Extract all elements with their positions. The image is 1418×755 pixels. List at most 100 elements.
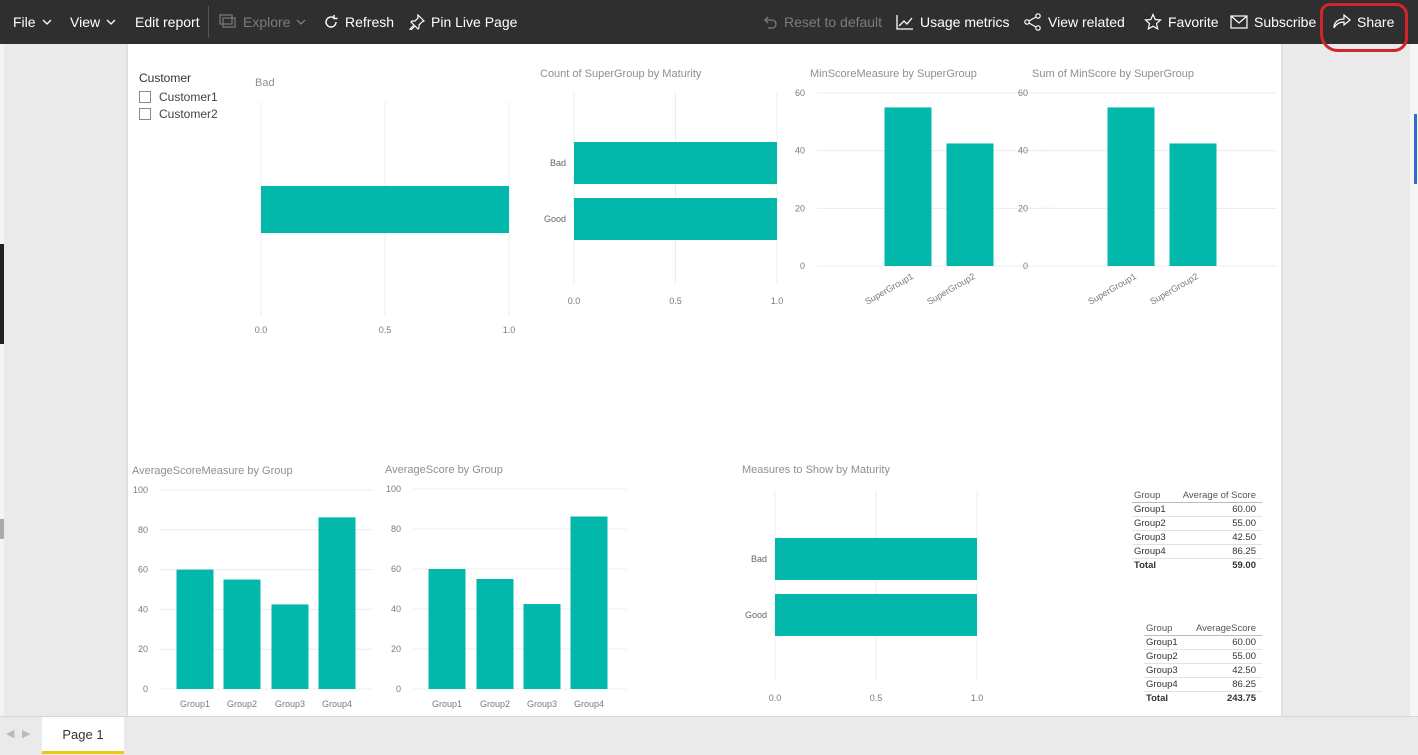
reset-to-default-button[interactable]: Reset to default <box>762 0 882 44</box>
bar <box>271 604 309 689</box>
y-tick-label: 20 <box>795 203 805 213</box>
x-tick-label: Group1 <box>180 699 210 709</box>
refresh-button[interactable]: Refresh <box>323 0 394 44</box>
x-tick-label: SuperGroup2 <box>925 271 977 307</box>
report-toolbar: File View Edit report Explore Refresh Pi… <box>0 0 1418 44</box>
view-related-button[interactable]: View related <box>1024 0 1125 44</box>
chevron-down-icon <box>296 19 306 25</box>
y-tick-label: 40 <box>138 604 148 614</box>
customer-slicer-title: Customer <box>139 71 192 85</box>
bar <box>1169 143 1217 266</box>
table-row: Group4 86.25 <box>1132 544 1262 559</box>
y-tick-label: 60 <box>138 565 148 575</box>
bar <box>574 142 777 184</box>
x-tick-label: SuperGroup1 <box>1086 271 1138 307</box>
checkbox[interactable] <box>139 91 151 103</box>
x-tick-label: Group4 <box>322 699 352 709</box>
bar <box>318 517 356 689</box>
undo-icon <box>762 15 778 29</box>
table-row: Group3 42.50 <box>1132 530 1262 545</box>
table-cell: 60.00 <box>1174 502 1262 517</box>
table-row: Group2 55.00 <box>1132 516 1262 531</box>
table-cell: 42.50 <box>1174 530 1262 545</box>
tab-prev-icon[interactable]: ◀ <box>6 728 15 740</box>
y-tick-label: 40 <box>391 604 401 614</box>
pin-live-page-button[interactable]: Pin Live Page <box>409 0 517 44</box>
minscore-measure-chart-title: MinScoreMeasure by SuperGroup <box>810 68 977 80</box>
slicer-item-customer1[interactable]: Customer1 <box>139 90 218 104</box>
x-tick-label: Group4 <box>574 699 604 709</box>
tab-next-icon[interactable]: ▶ <box>22 728 31 740</box>
file-menu[interactable]: File <box>13 0 52 44</box>
table-cell: Total <box>1132 558 1175 572</box>
y-tick-label: 100 <box>133 485 148 495</box>
favorite-button[interactable]: Favorite <box>1144 0 1219 44</box>
y-tick-label: 0 <box>800 261 805 271</box>
bar <box>946 143 994 266</box>
usage-metrics-label: Usage metrics <box>920 14 1010 30</box>
view-menu-label: View <box>70 14 101 30</box>
x-tick-label: 1.0 <box>971 693 984 703</box>
edit-report-button[interactable]: Edit report <box>135 0 200 44</box>
x-tick-label: Group2 <box>227 699 257 709</box>
y-tick-label: 100 <box>386 484 401 494</box>
charts-svg: 0.0 0.5 1.0 0.0 0.5 1.0 Bad Good 0 20 40 60 SuperGro… <box>133 88 1276 709</box>
refresh-icon <box>323 14 339 30</box>
bar <box>176 569 214 689</box>
y-tick-label: 60 <box>391 564 401 574</box>
bar <box>574 198 777 240</box>
bar <box>261 186 509 233</box>
share-button[interactable]: Share <box>1333 0 1394 44</box>
star-icon <box>1144 13 1162 31</box>
table-cell: 86.25 <box>1187 677 1262 692</box>
y-tick-label: 60 <box>795 88 805 98</box>
x-tick-label: SuperGroup1 <box>863 271 915 307</box>
bar <box>428 569 466 689</box>
y-tick-label: 80 <box>138 525 148 535</box>
x-tick-label: Group3 <box>527 699 557 709</box>
x-tick-label: Group2 <box>480 699 510 709</box>
usage-metrics-button[interactable]: Usage metrics <box>896 0 1009 44</box>
table-cell: Group1 <box>1132 502 1175 517</box>
avg-score-chart-title: AverageScore by Group <box>385 464 503 476</box>
explore-menu[interactable]: Explore <box>219 0 306 44</box>
table-header: Group <box>1144 622 1188 636</box>
measures-chart-title: Measures to Show by Maturity <box>742 464 890 476</box>
sum-minscore-chart-title: Sum of MinScore by SuperGroup <box>1032 68 1195 80</box>
report-canvas: Customer Customer1 Customer2 Bad Count o… <box>128 44 1281 716</box>
category-label: Bad <box>751 554 767 564</box>
average-score-table[interactable]: Group AverageScore Group1 60.00 Group2 55.… <box>1144 622 1262 705</box>
chevron-down-icon <box>42 19 52 25</box>
right-edge-strip <box>1410 44 1418 716</box>
x-tick-label: 0.0 <box>568 296 581 306</box>
y-tick-label: 60 <box>1018 88 1028 98</box>
average-of-score-table[interactable]: Group Average of Score Group1 60.00 Group… <box>1132 489 1262 572</box>
x-tick-label: Group1 <box>432 699 462 709</box>
pin-live-page-label: Pin Live Page <box>431 14 518 30</box>
tab-page-1[interactable]: Page 1 <box>42 717 124 754</box>
table-cell: 59.00 <box>1174 558 1262 572</box>
subscribe-label: Subscribe <box>1254 14 1317 30</box>
table-cell: Group3 <box>1132 530 1175 545</box>
checkbox[interactable] <box>139 108 151 120</box>
page-tab-bar: ◀ ▶ Page 1 <box>0 716 1418 755</box>
bar <box>775 594 977 636</box>
x-tick-label: 0.5 <box>669 296 682 306</box>
related-nodes-icon <box>1024 13 1042 31</box>
y-tick-label: 20 <box>391 644 401 654</box>
subscribe-button[interactable]: Subscribe <box>1230 0 1316 44</box>
category-label: Good <box>544 214 566 224</box>
table-header: AverageScore <box>1187 622 1262 636</box>
bar <box>1107 107 1155 266</box>
slicer-item-customer2[interactable]: Customer2 <box>139 107 218 121</box>
table-cell: 243.75 <box>1187 691 1262 705</box>
left-edge-strip <box>0 44 4 716</box>
favorite-label: Favorite <box>1168 14 1219 30</box>
table-cell: Group4 <box>1144 677 1188 692</box>
view-menu[interactable]: View <box>70 0 116 44</box>
count-chart-title: Count of SuperGroup by Maturity <box>540 68 702 80</box>
envelope-icon <box>1230 15 1248 29</box>
y-tick-label: 20 <box>1018 203 1028 213</box>
x-tick-label: 0.5 <box>870 693 883 703</box>
x-tick-label: 0.5 <box>379 325 392 335</box>
